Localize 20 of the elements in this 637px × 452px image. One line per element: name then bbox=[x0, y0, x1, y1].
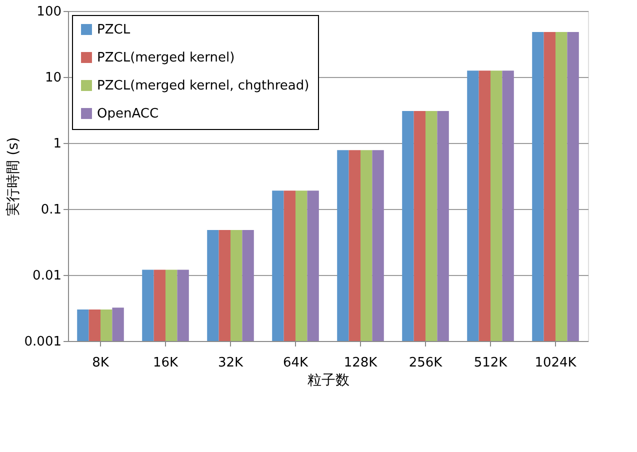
x-tick-label: 16K bbox=[152, 356, 179, 370]
x-tick-label: 128K bbox=[344, 356, 378, 370]
y-tick-label: 0.001 bbox=[24, 334, 62, 350]
y-tick-label: 100 bbox=[36, 4, 62, 20]
legend-label: PZCL bbox=[97, 22, 131, 38]
x-tick-label: 8K bbox=[92, 356, 110, 370]
x-tick-label: 64K bbox=[282, 356, 309, 370]
y-tick-label: 0.01 bbox=[32, 268, 62, 284]
y-axis-title: 実行時間 (s) bbox=[5, 137, 22, 216]
legend-label: PZCL(merged kernel, chgthread) bbox=[97, 78, 310, 94]
x-tick-label: 1024K bbox=[534, 356, 577, 370]
x-tick-label: 256K bbox=[408, 356, 443, 370]
y-tick-label: 0.1 bbox=[40, 202, 62, 218]
y-tick-label: 1 bbox=[53, 136, 62, 152]
legend-label: OpenACC bbox=[97, 106, 159, 122]
x-tick-label: 512K bbox=[474, 356, 508, 370]
y-tick-label: 10 bbox=[44, 70, 62, 86]
legend-label: PZCL(merged kernel) bbox=[97, 50, 235, 66]
x-tick-label: 32K bbox=[218, 356, 244, 370]
x-axis-title: 粒子数 bbox=[308, 372, 350, 388]
